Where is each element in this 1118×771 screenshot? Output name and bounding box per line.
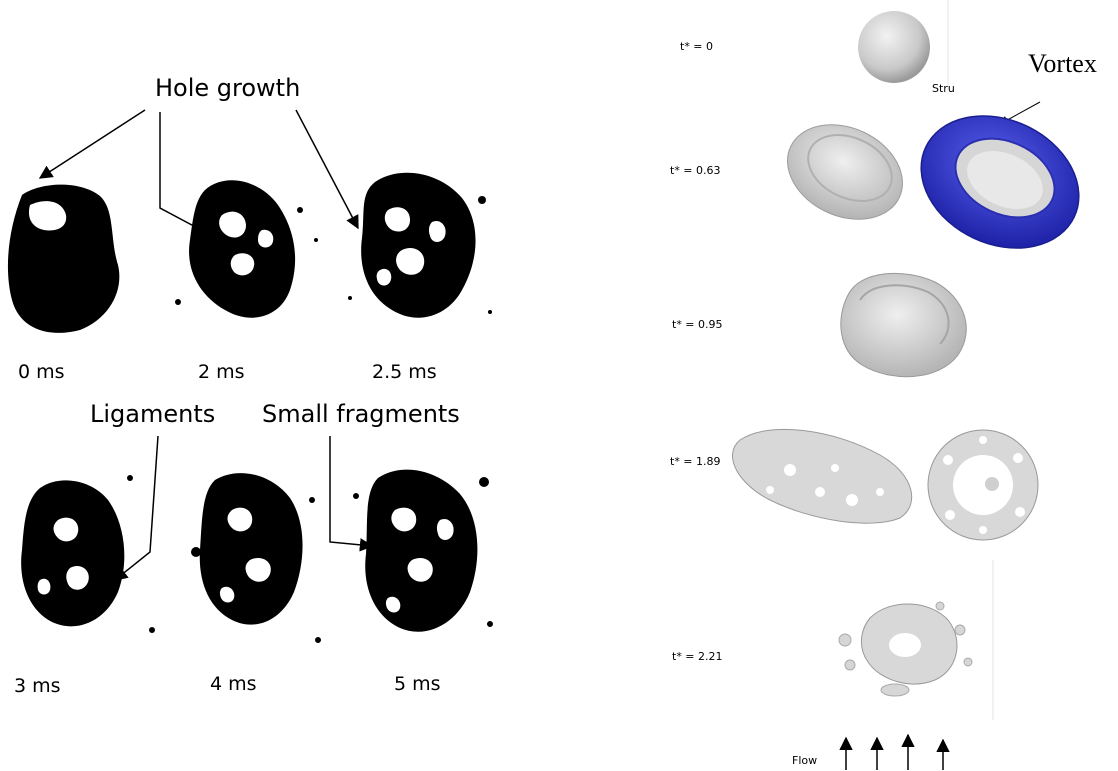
time-label-top-3: 2.5 ms xyxy=(372,361,437,383)
disc-t063 xyxy=(787,124,903,220)
time-label-bottom-3: 5 ms xyxy=(394,673,441,695)
droplet-4ms xyxy=(191,473,321,643)
structure-label-partial: Stru xyxy=(932,82,955,95)
tstar-label-2: t* = 0.95 xyxy=(672,318,723,331)
time-label-bottom-2: 4 ms xyxy=(210,673,257,695)
debris-t221 xyxy=(838,601,973,697)
vortex-label: Vortex xyxy=(1028,49,1097,78)
annotation-ligaments: Ligaments xyxy=(90,400,215,428)
time-label-bottom-1: 3 ms xyxy=(14,675,61,697)
tstar-label-1: t* = 0.63 xyxy=(670,164,721,177)
annotation-small-fragments: Small fragments xyxy=(262,400,460,428)
sphere-t0 xyxy=(858,11,930,83)
flow-label: Flow xyxy=(792,754,817,767)
arrow-hole-growth-2p5ms xyxy=(295,109,359,230)
arrow-small-fragments xyxy=(329,436,374,552)
droplet-5ms xyxy=(353,469,493,632)
time-label-top-1: 0 ms xyxy=(18,361,65,383)
tstar-label-0: t* = 0 xyxy=(680,40,713,53)
time-label-top-2: 2 ms xyxy=(198,361,245,383)
droplet-2p5ms xyxy=(348,172,492,318)
droplet-2ms xyxy=(175,180,318,318)
droplet-3ms xyxy=(21,475,155,633)
annotation-hole-growth: Hole growth xyxy=(155,74,300,102)
arrow-hole-growth-0ms xyxy=(38,109,146,179)
droplet-0ms xyxy=(7,184,120,333)
fragmented-shell-left-t189 xyxy=(731,428,913,524)
arrow-ligaments xyxy=(113,435,159,581)
tstar-label-4: t* = 2.21 xyxy=(672,650,723,663)
simulation-panel: t* = 0 t* = 0.63 t* = 0.95 t* = 1.89 t* … xyxy=(670,0,1097,770)
vortex-ring-t063 xyxy=(920,115,1080,249)
experimental-panel: Hole growth Ligaments Small fragments 0 … xyxy=(7,74,493,697)
bowl-t095 xyxy=(840,272,967,378)
tstar-label-3: t* = 1.89 xyxy=(670,455,721,468)
fragmented-shell-right-t189 xyxy=(927,429,1039,541)
arrow-hole-growth-2ms xyxy=(159,112,207,233)
